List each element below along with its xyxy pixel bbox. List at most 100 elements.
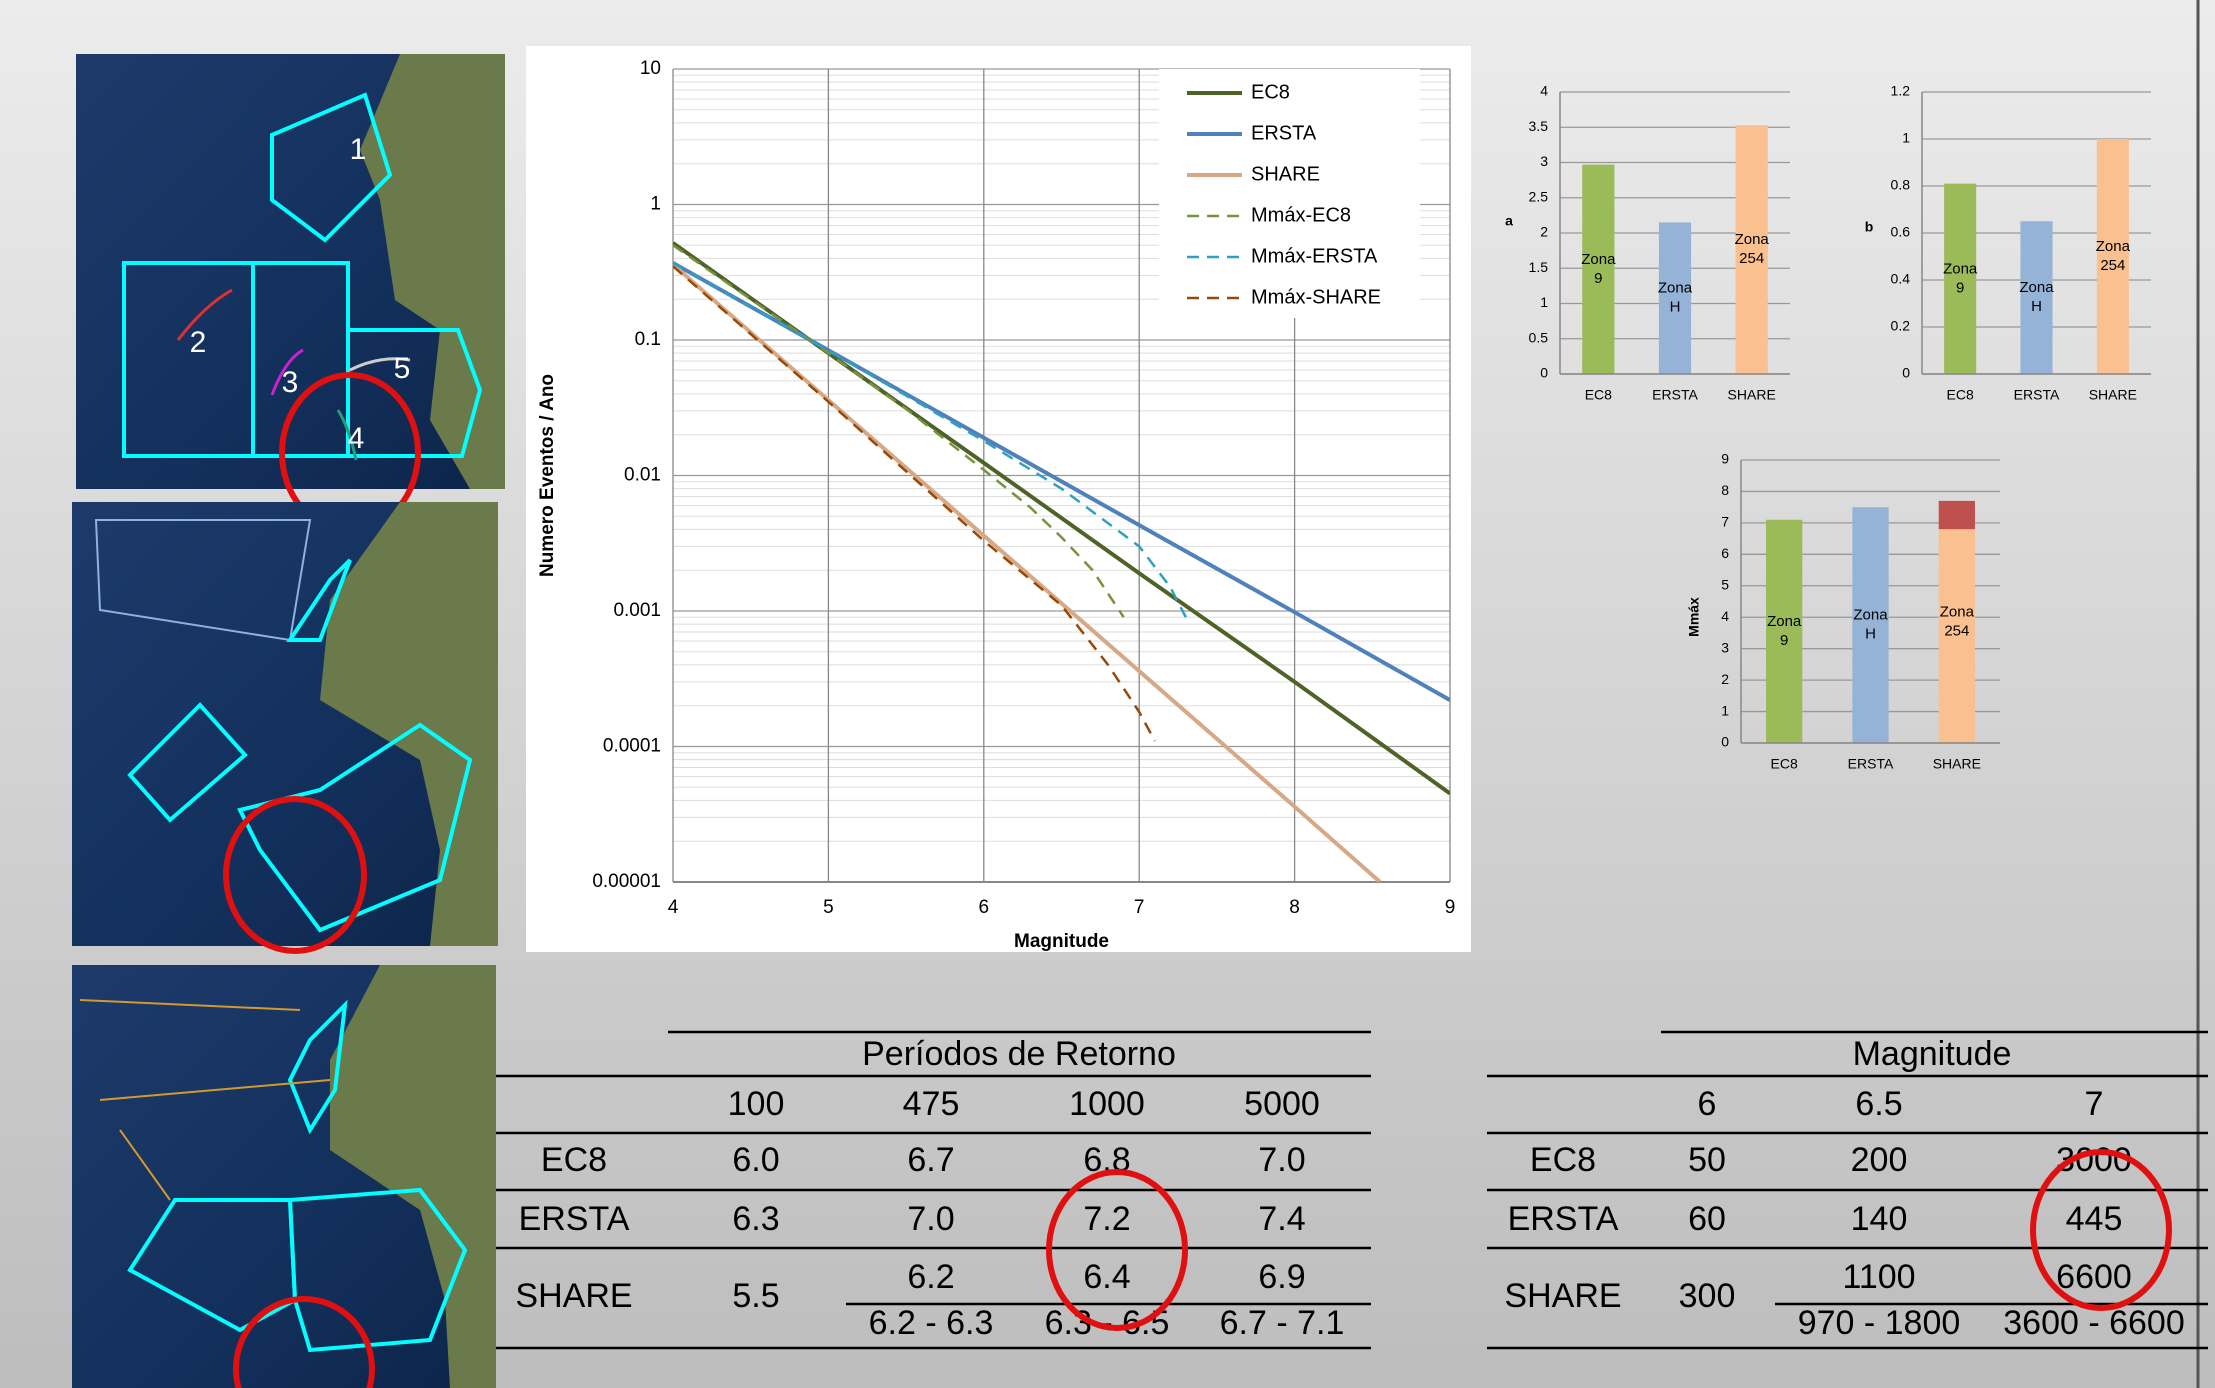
bar-label: H xyxy=(1670,299,1681,316)
y-tick-label: 9 xyxy=(1721,451,1729,467)
legend-label: Mmáx-SHARE xyxy=(1251,286,1381,308)
table-cell: 6.9 xyxy=(1258,1258,1305,1296)
x-tick-label: SHARE xyxy=(2089,387,2137,403)
map-2 xyxy=(72,502,498,951)
table-cell: 200 xyxy=(1851,1141,1908,1179)
legend-label: ERSTA xyxy=(1251,122,1317,144)
table-cell: 60 xyxy=(1688,1200,1726,1238)
table-cell: 6.2 xyxy=(907,1258,954,1296)
map-label: 3 xyxy=(282,366,299,399)
y-axis-label: a xyxy=(1505,213,1513,229)
bar-label: Zona xyxy=(1735,231,1770,248)
y-axis-label: b xyxy=(1865,219,1874,235)
y-tick-label: 1.5 xyxy=(1529,259,1549,275)
y-tick-label: 4 xyxy=(1721,608,1729,624)
table-cell: 7.0 xyxy=(1258,1141,1305,1179)
table-cell: 5.5 xyxy=(732,1277,779,1315)
x-tick-label: 7 xyxy=(1134,897,1145,918)
map-label: 1 xyxy=(350,133,367,166)
table-cell: 7.0 xyxy=(907,1200,954,1238)
y-tick-label: 0.01 xyxy=(624,465,661,486)
legend-label: Mmáx-EC8 xyxy=(1251,204,1351,226)
legend-label: SHARE xyxy=(1251,163,1320,185)
x-tick-label: 5 xyxy=(823,897,834,918)
row-header: SHARE xyxy=(515,1277,632,1315)
bar-label: H xyxy=(2031,298,2042,315)
y-tick-label: 1.2 xyxy=(1891,83,1911,99)
y-tick-label: 0.5 xyxy=(1529,329,1549,345)
y-tick-label: 1 xyxy=(1721,702,1729,718)
table-range: 6.3 - 6.5 xyxy=(1045,1304,1170,1342)
column-header: 475 xyxy=(903,1085,960,1123)
y-tick-label: 0.00001 xyxy=(592,871,661,892)
bar-label: 9 xyxy=(1594,270,1602,287)
map-label: 5 xyxy=(394,352,411,385)
y-tick-label: 4 xyxy=(1540,83,1548,99)
bar-label: Zona xyxy=(1767,613,1802,630)
table-cell: 445 xyxy=(2066,1200,2123,1238)
y-tick-label: 0.001 xyxy=(613,600,661,621)
x-axis-label: Magnitude xyxy=(1014,931,1109,952)
x-tick-label: EC8 xyxy=(1771,756,1798,772)
table-range: 6.7 - 7.1 xyxy=(1220,1304,1345,1342)
table-cell: 1100 xyxy=(1842,1258,1915,1296)
x-tick-label: 8 xyxy=(1289,897,1300,918)
table-title: Períodos de Retorno xyxy=(862,1035,1176,1073)
y-tick-label: 0 xyxy=(1540,365,1548,381)
table-cell: 7.2 xyxy=(1083,1200,1130,1238)
column-header: 6.5 xyxy=(1855,1085,1902,1123)
y-tick-label: 2 xyxy=(1540,224,1548,240)
y-tick-label: 0.6 xyxy=(1891,224,1911,240)
table-cell: 6.0 xyxy=(732,1141,779,1179)
y-tick-label: 1 xyxy=(1540,294,1548,310)
x-tick-label: ERSTA xyxy=(2014,387,2060,403)
bar-label: Zona xyxy=(1581,251,1616,268)
table-cell: 6.7 xyxy=(907,1141,954,1179)
y-tick-label: 1 xyxy=(1902,130,1910,146)
y-tick-label: 7 xyxy=(1721,514,1729,530)
bar-label: 254 xyxy=(1944,622,1969,639)
y-tick-label: 2.5 xyxy=(1529,188,1549,204)
bar-segment xyxy=(1939,501,1975,529)
x-tick-label: 4 xyxy=(668,897,679,918)
x-tick-label: EC8 xyxy=(1947,387,1974,403)
y-tick-label: 0.4 xyxy=(1891,271,1911,287)
y-tick-label: 3.5 xyxy=(1529,118,1549,134)
y-axis-label: Mmáx xyxy=(1686,597,1702,637)
map-1 xyxy=(76,54,505,531)
table-title: Magnitude xyxy=(1853,1035,2012,1073)
bar-label: 9 xyxy=(1956,279,1964,296)
row-header: ERSTA xyxy=(1508,1200,1619,1238)
column-header: 100 xyxy=(728,1085,785,1123)
y-tick-label: 3 xyxy=(1721,639,1729,655)
y-tick-label: 0.8 xyxy=(1891,177,1911,193)
x-tick-label: 6 xyxy=(979,897,990,918)
bar-label: 254 xyxy=(2100,257,2125,274)
row-header: EC8 xyxy=(1530,1141,1596,1179)
y-tick-label: 10 xyxy=(640,58,661,79)
row-header: EC8 xyxy=(541,1141,607,1179)
bar-label: H xyxy=(1865,626,1876,643)
x-tick-label: SHARE xyxy=(1933,756,1981,772)
column-header: 6 xyxy=(1698,1085,1717,1123)
y-tick-label: 0 xyxy=(1902,365,1910,381)
table-cell: 300 xyxy=(1679,1277,1736,1315)
x-tick-label: 9 xyxy=(1445,897,1456,918)
y-tick-label: 3 xyxy=(1540,153,1548,169)
x-tick-label: ERSTA xyxy=(1652,387,1698,403)
screen: 123450.000010.00010.0010.010.1110456789M… xyxy=(0,0,2215,1388)
table-range: 970 - 1800 xyxy=(1798,1304,1961,1342)
y-tick-label: 5 xyxy=(1721,576,1729,592)
bar-label: Zona xyxy=(1658,280,1693,297)
row-header: SHARE xyxy=(1504,1277,1621,1315)
bar-label: Zona xyxy=(2019,279,2054,296)
table-cell: 6.3 xyxy=(732,1200,779,1238)
x-tick-label: SHARE xyxy=(1728,387,1776,403)
table-cell: 6600 xyxy=(2056,1258,2132,1296)
map-label: 2 xyxy=(190,326,207,359)
page: {"map_labels":["1","2","3","4","5"], "ch… xyxy=(0,0,2215,1388)
bar-label: Zona xyxy=(1940,603,1975,620)
bar-label: Zona xyxy=(2096,238,2131,255)
bar-label: 9 xyxy=(1780,632,1788,649)
legend-label: Mmáx-ERSTA xyxy=(1251,245,1378,267)
